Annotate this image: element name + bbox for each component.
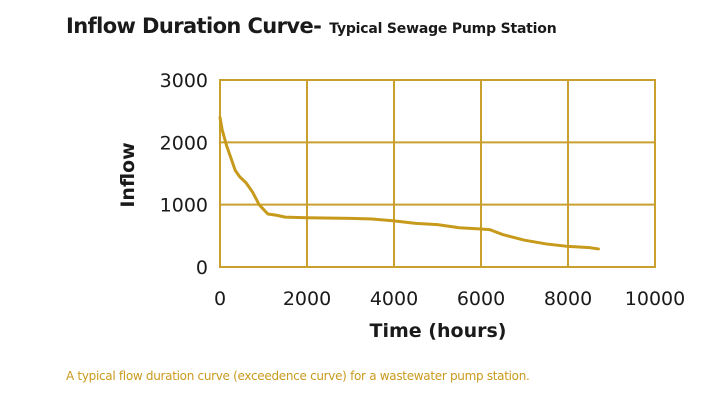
x-tick-label: 6000: [457, 288, 505, 310]
figure-caption: A typical flow duration curve (exceedenc…: [66, 369, 530, 383]
x-tick-label: 8000: [544, 288, 592, 310]
x-tick-label: 0: [214, 288, 226, 310]
y-axis-label: Inflow: [117, 142, 139, 207]
x-tick-label: 2000: [283, 288, 331, 310]
x-tick-label: 4000: [370, 288, 418, 310]
plot-area-border: [219, 79, 656, 268]
y-tick-labels: 3000 2000 1000 0: [160, 70, 208, 279]
chart-subtitle: Typical Sewage Pump Station: [329, 21, 557, 37]
y-tick-label: 2000: [160, 132, 208, 154]
y-tick-label: 0: [196, 257, 208, 279]
x-axis-label: Time (hours): [370, 320, 507, 342]
series-layer: [218, 115, 600, 251]
chart-title: Inflow Duration Curve-: [66, 14, 322, 38]
x-tick-labels: 0 2000 4000 6000 8000 10000: [214, 288, 685, 310]
x-tick-label: 10000: [625, 288, 685, 310]
chart-title-row: Inflow Duration Curve- Typical Sewage Pu…: [66, 14, 557, 38]
series-line-0: [218, 115, 600, 251]
y-tick-label: 1000: [160, 195, 208, 217]
grid-lines: [220, 80, 655, 267]
y-tick-label: 3000: [160, 70, 208, 92]
